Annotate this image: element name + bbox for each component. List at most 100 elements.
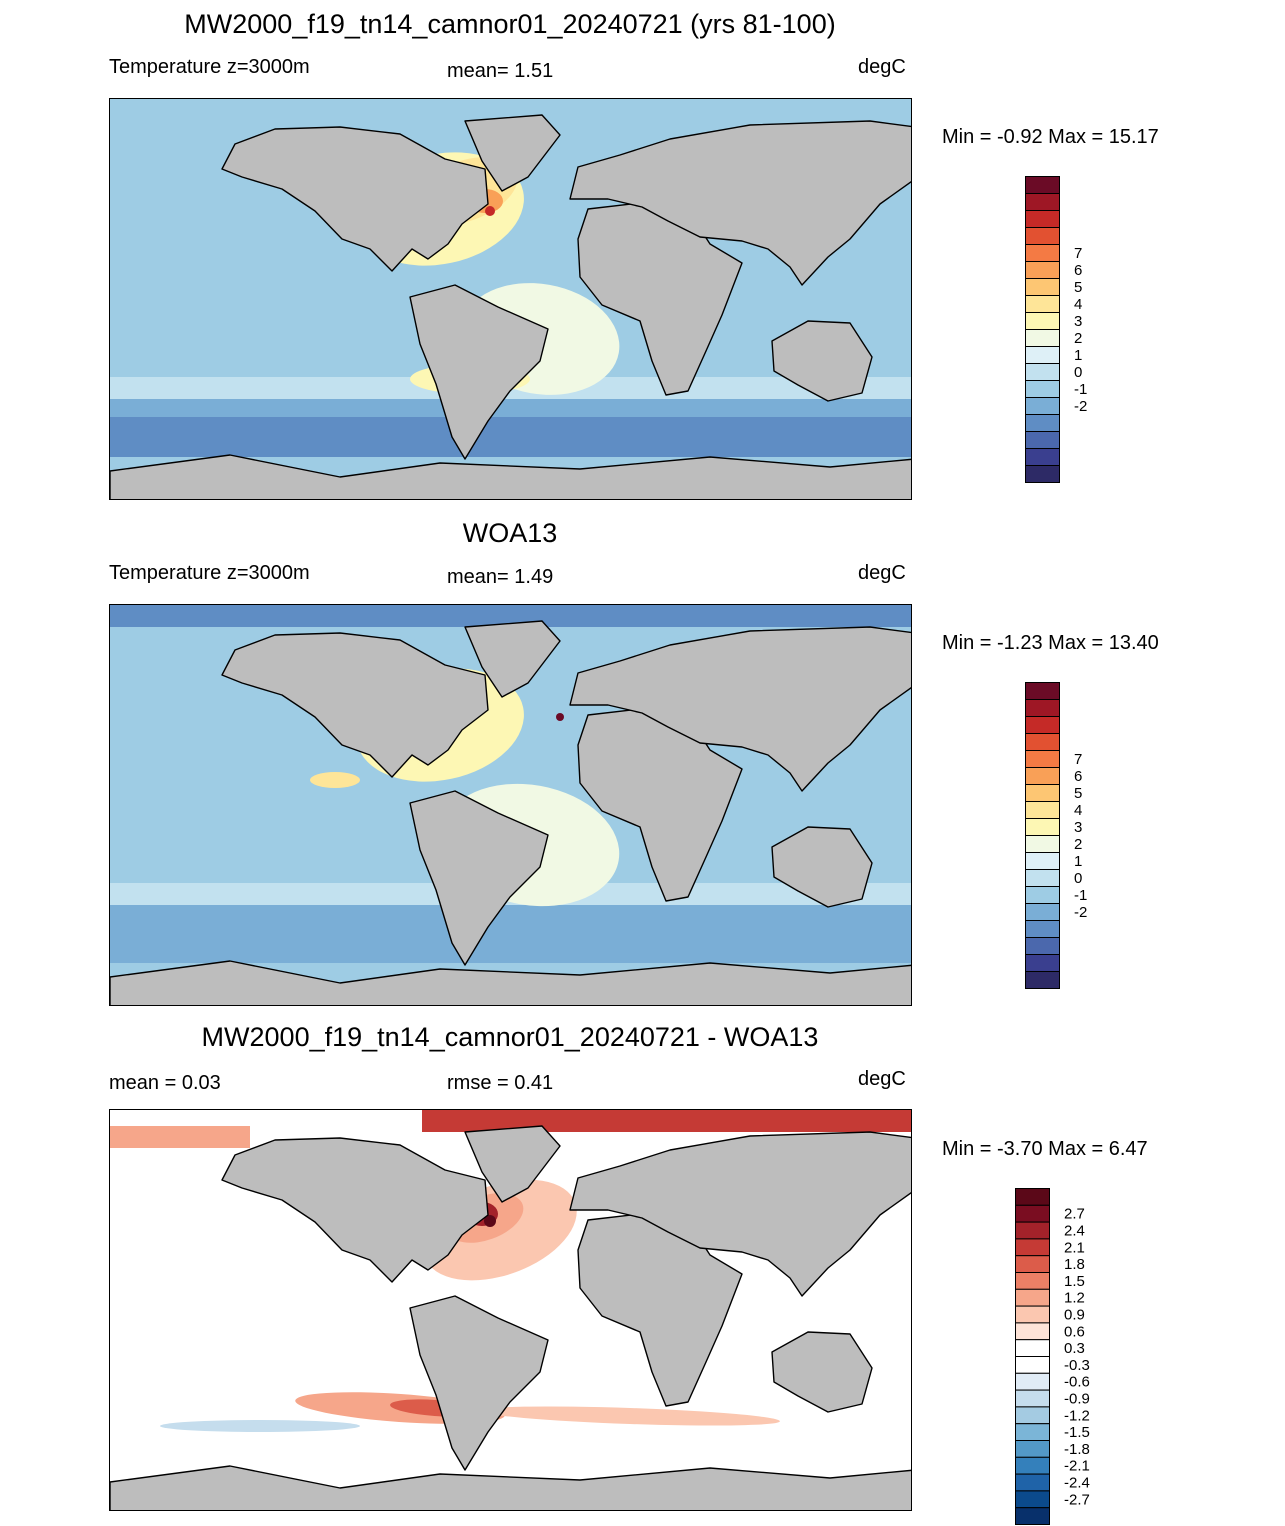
colorbar-tick-label: 1 xyxy=(1074,347,1082,364)
colorbar-tick-label: 7 xyxy=(1074,245,1082,262)
panel3-map xyxy=(109,1109,912,1511)
colorbar-tick-label: 2 xyxy=(1074,836,1082,853)
panel2-colorbar: 7 6 5 4 3 2 1 0 -1 -2 xyxy=(1025,682,1125,990)
land-australia xyxy=(771,826,873,908)
panel3-units-label: degC xyxy=(858,1068,906,1090)
colorbar-box xyxy=(1015,1238,1050,1257)
colorbar-box xyxy=(1025,278,1060,296)
colorbar-tick-label: -0.9 xyxy=(1064,1391,1090,1408)
land-greenland xyxy=(464,620,561,698)
colorbar-box xyxy=(1015,1339,1050,1357)
land-masses xyxy=(110,620,911,1005)
colorbar-tick-label: 2.1 xyxy=(1064,1239,1085,1256)
colorbar-tick-label: -2.4 xyxy=(1064,1475,1090,1492)
colorbar-box xyxy=(1025,329,1060,347)
colorbar-box xyxy=(1025,227,1060,245)
panel3-minmax-label: Min = -3.70 Max = 6.47 xyxy=(942,1138,1148,1160)
panel2-variable-label: Temperature z=3000m xyxy=(109,562,310,584)
colorbar-box xyxy=(1025,869,1060,887)
colorbar-tick-label: 3 xyxy=(1074,313,1082,330)
panel1-minmax-label: Min = -0.92 Max = 15.17 xyxy=(942,126,1159,148)
land-antarctica xyxy=(110,454,911,499)
colorbar-box xyxy=(1025,784,1060,802)
panel3-colorbar: 2.7 2.4 2.1 1.8 1.5 1.2 0.9 0.6 0.3 -0.3 -0.6 -0.9-… xyxy=(1015,1188,1115,1526)
land-south-america xyxy=(409,284,549,460)
panel2-map xyxy=(109,604,912,1006)
colorbar-box xyxy=(1015,1440,1050,1458)
colorbar-tick-label: 7 xyxy=(1074,751,1082,768)
panel1-title: MW2000_f19_tn14_camnor01_20240721 (yrs 8… xyxy=(184,9,836,39)
colorbar-box xyxy=(1015,1490,1050,1509)
colorbar-box xyxy=(1015,1372,1050,1391)
panel2-units-label: degC xyxy=(858,562,906,584)
colorbar-box xyxy=(1015,1272,1050,1290)
land-greenland xyxy=(464,114,561,192)
colorbar-box xyxy=(1025,835,1060,853)
colorbar-box xyxy=(1025,903,1060,921)
colorbar-tick-label: 2.4 xyxy=(1064,1223,1085,1240)
land-north-america xyxy=(221,1137,489,1283)
colorbar-tick-label: -1.5 xyxy=(1064,1424,1090,1441)
panel2-minmax-label: Min = -1.23 Max = 13.40 xyxy=(942,632,1159,654)
land-south-america xyxy=(409,1295,549,1471)
colorbar-box xyxy=(1025,699,1060,717)
colorbar-box xyxy=(1025,295,1060,313)
colorbar-tick-label: 5 xyxy=(1074,785,1082,802)
colorbar-tick-label: 0.9 xyxy=(1064,1307,1085,1324)
colorbar-box xyxy=(1025,971,1060,989)
colorbar-box xyxy=(1025,193,1060,211)
land-antarctica xyxy=(110,960,911,1005)
colorbar-box xyxy=(1025,261,1060,279)
colorbar-box xyxy=(1025,397,1060,415)
colorbar-box xyxy=(1025,920,1060,938)
panel2-mean-label: mean= 1.49 xyxy=(447,566,554,588)
colorbar-tick-label: -0.3 xyxy=(1064,1357,1090,1374)
panel2-title: WOA13 xyxy=(462,518,558,548)
colorbar-tick-label: 1.2 xyxy=(1064,1290,1085,1307)
colorbar-box xyxy=(1025,363,1060,381)
colorbar-box xyxy=(1025,380,1060,398)
colorbar-box xyxy=(1015,1305,1050,1324)
colorbar-box xyxy=(1025,937,1060,955)
colorbar-tick-label: 5 xyxy=(1074,279,1082,296)
colorbar-box xyxy=(1015,1473,1050,1492)
colorbar-box xyxy=(1025,801,1060,819)
colorbar-box xyxy=(1015,1389,1050,1408)
colorbar-tick-label: 2 xyxy=(1074,330,1082,347)
colorbar-box xyxy=(1015,1456,1050,1475)
colorbar-tick-label: 1.8 xyxy=(1064,1256,1085,1273)
colorbar-box xyxy=(1015,1423,1050,1441)
colorbar-tick-label: 1 xyxy=(1074,853,1082,870)
colorbar-tick-label: 2.7 xyxy=(1064,1206,1085,1223)
colorbar-tick-label: 6 xyxy=(1074,262,1082,279)
colorbar-box xyxy=(1025,431,1060,449)
panel3-rmse-label: rmse = 0.41 xyxy=(447,1072,554,1094)
colorbar-box xyxy=(1015,1188,1050,1206)
land-north-america xyxy=(221,632,489,778)
colorbar-tick-label: 0.3 xyxy=(1064,1340,1085,1357)
panel1-units-label: degC xyxy=(858,56,906,78)
colorbar-box xyxy=(1025,750,1060,768)
colorbar-box xyxy=(1025,414,1060,432)
colorbar-tick-label: -2.1 xyxy=(1064,1458,1090,1475)
colorbar-box xyxy=(1025,244,1060,262)
colorbar-box xyxy=(1015,1288,1050,1307)
colorbar-box xyxy=(1025,733,1060,751)
land-eurasia xyxy=(569,120,911,286)
colorbar-tick-label: -1.8 xyxy=(1064,1441,1090,1458)
colorbar-tick-label: -1.2 xyxy=(1064,1407,1090,1424)
land-eurasia xyxy=(569,626,911,792)
land-south-america xyxy=(409,790,549,966)
colorbar-box xyxy=(1015,1221,1050,1240)
land-masses xyxy=(110,1125,911,1510)
colorbar-tick-label: 6 xyxy=(1074,768,1082,785)
colorbar-box xyxy=(1015,1322,1050,1341)
colorbar-box xyxy=(1015,1507,1050,1526)
colorbar-tick-label: 4 xyxy=(1074,296,1082,313)
colorbar-box xyxy=(1015,1406,1050,1425)
panel3-mean-label: mean = 0.03 xyxy=(109,1072,221,1094)
colorbar-box xyxy=(1025,767,1060,785)
colorbar-tick-label: 1.5 xyxy=(1064,1273,1085,1290)
panel1-variable-label: Temperature z=3000m xyxy=(109,56,310,78)
colorbar-box xyxy=(1025,448,1060,466)
